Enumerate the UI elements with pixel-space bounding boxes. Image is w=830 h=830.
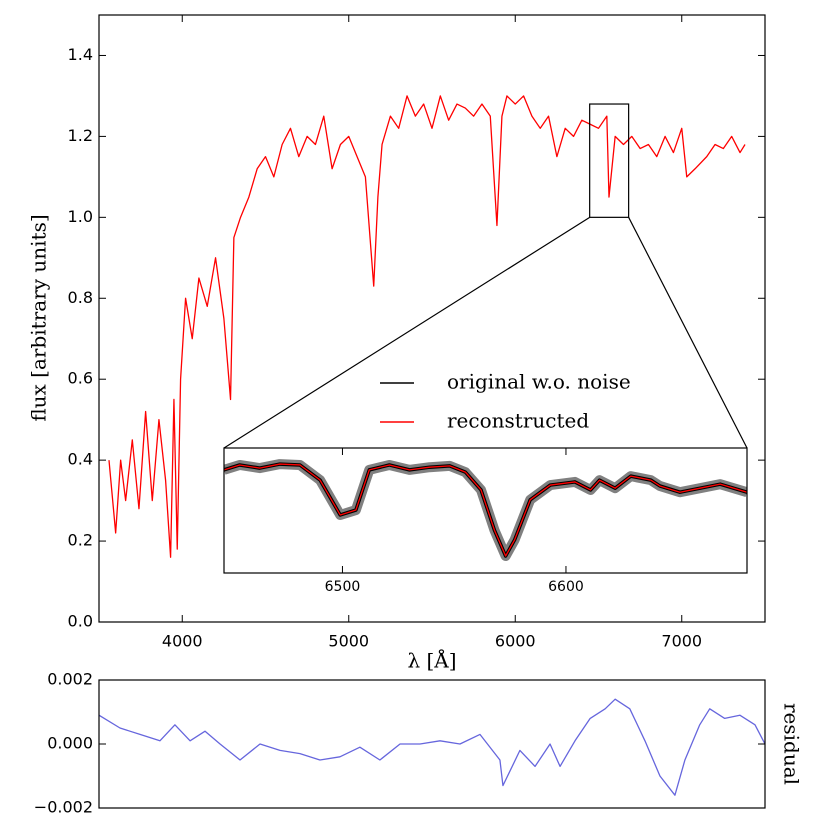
plot-lines bbox=[99, 698, 765, 796]
legend-label: reconstructed bbox=[447, 409, 589, 433]
x-tick-label: 4000 bbox=[162, 632, 203, 651]
zoom-connector bbox=[223, 216, 590, 449]
x-tick-label: 5000 bbox=[328, 632, 369, 651]
plot-area bbox=[99, 680, 765, 808]
data-line bbox=[99, 698, 765, 796]
x-tick-label: 7000 bbox=[661, 632, 702, 651]
y-axis-label: flux [arbitrary units] bbox=[27, 214, 51, 421]
y-tick-label: −0.002 bbox=[34, 798, 93, 817]
y-tick-label: 1.4 bbox=[68, 45, 93, 64]
x-axis-label: λ [Å] bbox=[407, 648, 456, 673]
y-tick-label: 1.2 bbox=[68, 126, 93, 145]
y-tick-label: 0.000 bbox=[47, 734, 93, 753]
x-tick-label: 6000 bbox=[495, 632, 536, 651]
plot-lines bbox=[224, 459, 747, 562]
y-tick-label: 0.0 bbox=[68, 612, 93, 631]
y-tick-label: 0.002 bbox=[47, 670, 93, 689]
x-tick-label: 6500 bbox=[325, 579, 361, 595]
y-tick-label: 0.2 bbox=[68, 531, 93, 550]
axes-frame bbox=[223, 447, 748, 574]
y-tick-label: 0.4 bbox=[68, 450, 93, 469]
axes-frame bbox=[98, 14, 766, 623]
y-tick-label: 1.0 bbox=[68, 207, 93, 226]
y-tick-label: 0.6 bbox=[68, 369, 93, 388]
x-tick-label: 6600 bbox=[548, 579, 584, 595]
y-tick-label: 0.8 bbox=[68, 288, 93, 307]
data-line bbox=[224, 463, 747, 557]
zoom-connector bbox=[628, 217, 748, 449]
residual-label: residual bbox=[780, 703, 804, 785]
legend-label: original w.o. noise bbox=[447, 370, 631, 394]
zoom-box bbox=[589, 103, 630, 218]
